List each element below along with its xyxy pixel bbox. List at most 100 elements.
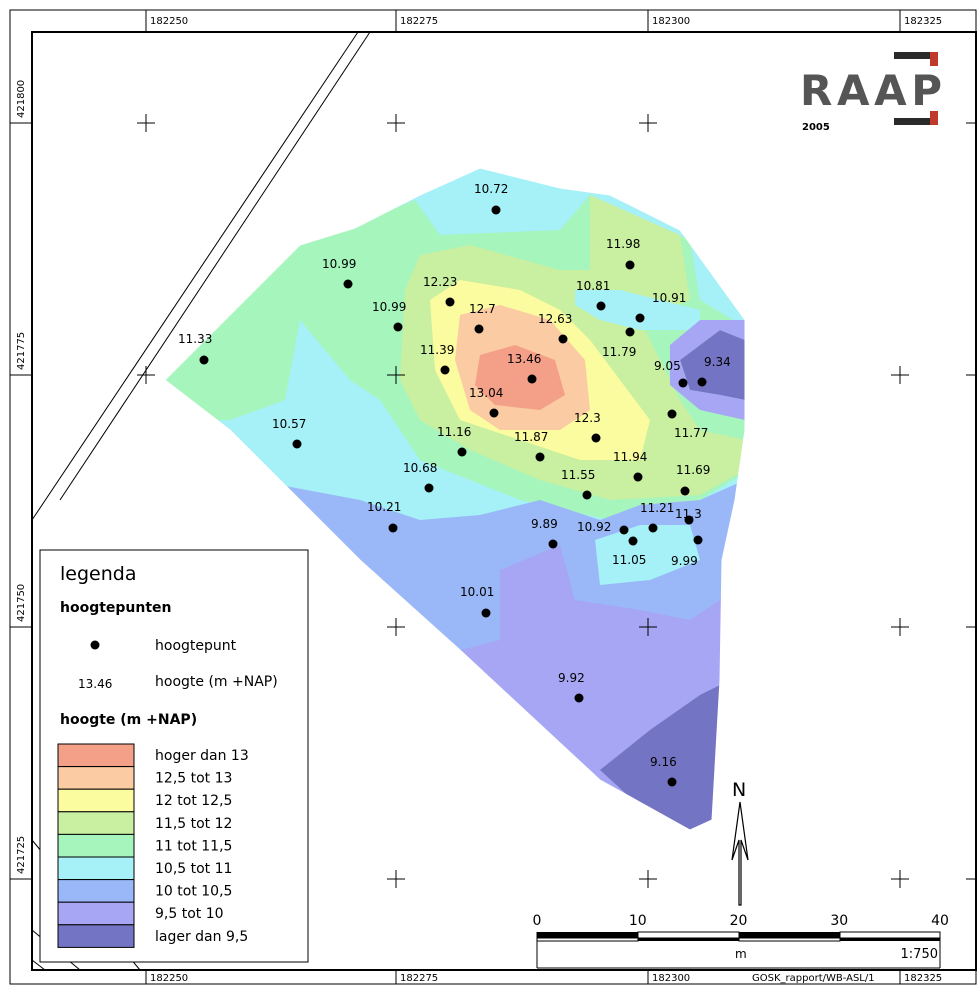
height-point-label: 11.69 — [676, 463, 710, 477]
grid-bottom-label: 182250 — [150, 973, 188, 984]
height-point-marker — [667, 777, 677, 787]
height-point-marker — [199, 355, 209, 365]
height-point-label: 9.34 — [704, 355, 731, 369]
legend-class-swatch — [57, 833, 135, 858]
legend-class-swatch — [57, 743, 135, 768]
north-arrow: N — [731, 779, 749, 906]
grid-bottom-label: 182325 — [904, 973, 942, 984]
height-points: 10.72 11.98 10.99 12.23 10.81 10.91 10.99 12.7 1… — [178, 182, 731, 787]
raap-logo: RAAP 2005 — [800, 52, 956, 133]
grid-left-label: 421750 — [16, 584, 27, 622]
height-point-label: 10.91 — [652, 291, 686, 305]
height-point-marker — [574, 693, 584, 703]
grid-left-label: 421800 — [16, 80, 27, 118]
height-point-marker — [628, 536, 638, 546]
legend-classes: hoger dan 13 12,5 tot 13 12 tot 12,5 11,5 t… — [57, 743, 249, 948]
height-point-marker — [684, 515, 694, 525]
height-point-label: 12.63 — [538, 312, 572, 326]
height-point-label: 9.16 — [650, 755, 677, 769]
height-point-label: 9.92 — [558, 671, 585, 685]
scale-tick-label: 20 — [730, 913, 748, 929]
height-point-marker — [678, 378, 688, 388]
height-point-label: 11.87 — [514, 430, 548, 444]
height-point-marker — [680, 486, 690, 496]
grid-bottom-label: 182275 — [400, 973, 438, 984]
height-point-marker — [393, 322, 403, 332]
elevation-zones — [165, 168, 745, 830]
height-point-label: 11.05 — [612, 553, 646, 567]
height-point-label: 13.46 — [507, 352, 541, 366]
height-point-marker — [440, 365, 450, 375]
height-point-marker — [489, 408, 499, 418]
logo-text: RAAP — [800, 66, 956, 115]
legend-class-label: hoger dan 13 — [155, 748, 249, 764]
grid-bottom-label: 182300 — [652, 973, 690, 984]
height-point-marker — [693, 535, 703, 545]
scale-tick-label: 0 — [533, 913, 542, 929]
height-point-marker — [424, 483, 434, 493]
height-point-marker — [648, 523, 658, 533]
height-point-marker — [474, 324, 484, 334]
height-point-label: 11.55 — [561, 468, 595, 482]
height-point-marker — [343, 279, 353, 289]
height-point-label: 11.77 — [674, 426, 708, 440]
height-point-marker — [591, 433, 601, 443]
height-point-marker — [527, 374, 537, 384]
grid-crosses — [137, 114, 909, 888]
grid-top-label: 182325 — [904, 16, 942, 27]
height-point-label: 9.05 — [654, 359, 681, 373]
legend-class-label: 12 tot 12,5 — [155, 793, 232, 809]
legend-class-label: 10 tot 10,5 — [155, 884, 232, 900]
legend-class-label: 11 tot 11,5 — [155, 838, 232, 854]
legend-height-label: hoogte (m +NAP) — [155, 674, 278, 690]
scale-unit: m — [735, 947, 747, 961]
scale-tick-label: 30 — [830, 913, 848, 929]
height-point-label: 13.04 — [469, 386, 503, 400]
map-frame — [31, 31, 977, 971]
height-point-label: 10.72 — [474, 182, 508, 196]
height-point-marker — [481, 608, 491, 618]
coordinate-labels: 182250 182275 182300 182325 182250 18227… — [16, 16, 942, 984]
logo-year: 2005 — [802, 122, 830, 133]
height-point-marker — [697, 377, 707, 387]
legend-section-classes: hoogte (m +NAP) — [60, 712, 197, 728]
legend-point-symbol — [90, 640, 100, 650]
legend-class-swatch — [57, 856, 135, 881]
height-point-label: 10.92 — [577, 520, 611, 534]
height-point-label: 10.01 — [460, 585, 494, 599]
height-point-label: 12.23 — [423, 275, 457, 289]
height-point-label: 12.3 — [574, 411, 601, 425]
legend-point-label: hoogtepunt — [155, 638, 237, 654]
height-point-marker — [292, 439, 302, 449]
grid-top-label: 182275 — [400, 16, 438, 27]
legend-class-swatch — [57, 788, 135, 813]
legend-class-label: 12,5 tot 13 — [155, 771, 232, 787]
height-point-label: 10.21 — [367, 500, 401, 514]
scale-ticks: 0 10 20 30 40 — [533, 913, 949, 929]
legend-class-label: 9,5 tot 10 — [155, 906, 224, 922]
height-point-label: 11.16 — [437, 425, 471, 439]
legend-class-label: lager dan 9,5 — [155, 929, 248, 945]
site-outline — [164, 167, 746, 831]
height-point-marker — [535, 452, 545, 462]
height-point-marker — [388, 523, 398, 533]
scale-bar: 0 10 20 30 40 m 1:750 — [533, 913, 949, 969]
height-point-label: 9.99 — [671, 554, 698, 568]
legend-class-swatch — [57, 879, 135, 903]
height-point-label: 11.94 — [613, 450, 647, 464]
height-point-marker — [667, 409, 677, 419]
height-point-label: 11.39 — [420, 343, 454, 357]
legend-class-swatch — [57, 811, 135, 835]
height-point-label: 10.57 — [272, 417, 306, 431]
legend-class-swatch — [57, 924, 135, 948]
height-point-marker — [491, 205, 501, 215]
height-point-marker — [445, 297, 455, 307]
map-reference: GOSK_rapport/WB-ASL/1 — [752, 973, 875, 984]
height-point-marker — [625, 327, 635, 337]
height-point-label: 10.81 — [576, 279, 610, 293]
height-point-label: 11.79 — [602, 345, 636, 359]
grid-left-label: 421725 — [16, 836, 27, 874]
height-point-marker — [596, 301, 606, 311]
grid-left-label: 421775 — [16, 332, 27, 370]
